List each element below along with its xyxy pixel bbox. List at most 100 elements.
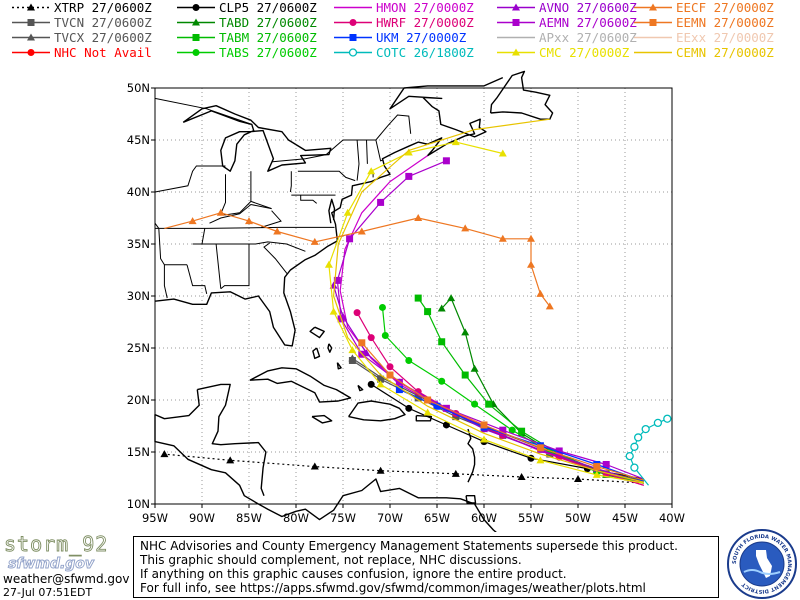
track-point bbox=[433, 402, 441, 410]
border-line bbox=[186, 264, 208, 295]
model-legend: XTRP 27/0600Z CLP5 27/0600Z HMON 27/0000Z A… bbox=[0, 0, 800, 60]
border-line bbox=[209, 203, 272, 224]
jamaica bbox=[311, 414, 333, 424]
track-point bbox=[438, 338, 446, 346]
border-line bbox=[250, 200, 272, 210]
legend-marker-icon bbox=[192, 18, 200, 26]
legend-label: TABD 27/0600Z bbox=[219, 15, 317, 30]
legend-entry: AEMN 27/0600Z bbox=[485, 15, 637, 30]
track-point bbox=[602, 460, 610, 468]
border-line bbox=[366, 139, 368, 164]
track-point bbox=[641, 424, 650, 434]
disclaimer-link[interactable]: For full info, see https://apps.sfwmd.go… bbox=[140, 581, 646, 595]
central-america bbox=[154, 389, 497, 532]
track-point bbox=[555, 447, 563, 455]
lon-tick-label: 45W bbox=[612, 511, 638, 525]
track-point bbox=[451, 138, 460, 146]
lat-tick-label: 45N bbox=[127, 133, 150, 147]
cuba bbox=[249, 367, 352, 403]
track-point bbox=[346, 235, 354, 243]
track-point bbox=[226, 456, 235, 464]
track-point bbox=[358, 339, 366, 347]
track-point bbox=[438, 377, 446, 385]
track-point bbox=[499, 426, 507, 434]
bahamas-5 bbox=[357, 384, 364, 392]
border-line bbox=[297, 170, 356, 182]
track-point bbox=[367, 380, 375, 388]
track-point bbox=[630, 463, 639, 472]
legend-entry: CEMN 27/0000Z bbox=[622, 45, 792, 60]
track-point bbox=[625, 452, 634, 461]
watermark-logo: sfwmd.gov bbox=[8, 556, 96, 572]
legend-swatch bbox=[334, 34, 372, 41]
border-line bbox=[201, 228, 206, 245]
border-line bbox=[261, 210, 282, 228]
legend-entry: UKM 27/0000Z bbox=[322, 30, 472, 45]
track-point bbox=[442, 157, 450, 165]
legend-entry: EECF 27/0000Z bbox=[622, 0, 792, 15]
track-point bbox=[593, 463, 601, 471]
legend-label: APxx 27/0600Z bbox=[539, 30, 637, 45]
legend-entry: NHC Not Avail bbox=[0, 45, 152, 60]
legend-marker-icon bbox=[512, 3, 520, 11]
border-line bbox=[220, 244, 250, 290]
north-america-coast bbox=[154, 76, 504, 347]
track-point bbox=[536, 444, 544, 452]
legend-marker-icon bbox=[27, 49, 35, 56]
legend-marker-icon bbox=[27, 3, 35, 11]
hispaniola bbox=[348, 400, 406, 422]
track-point bbox=[527, 260, 535, 268]
track-point bbox=[442, 421, 450, 429]
legend-swatch bbox=[497, 48, 535, 56]
track-cemn bbox=[333, 118, 644, 483]
track-eemn bbox=[358, 339, 644, 481]
track-cotc bbox=[625, 414, 672, 486]
legend-label: CEMN 27/0000Z bbox=[676, 45, 774, 60]
disclaimer-line: If anything on this graphic causes confu… bbox=[140, 567, 567, 581]
lon-tick-label: 85W bbox=[236, 511, 262, 525]
track-point bbox=[343, 208, 352, 216]
track-point bbox=[216, 208, 225, 216]
legend-label: TABM 27/0600Z bbox=[219, 30, 317, 45]
track-point bbox=[498, 234, 507, 242]
lat-tick-label: 25N bbox=[127, 341, 150, 355]
track-point bbox=[451, 469, 460, 477]
track-point bbox=[377, 198, 385, 206]
legend-entry: TVCX 27/0600Z bbox=[0, 30, 152, 45]
coastlines bbox=[154, 70, 554, 532]
lon-tick-label: 75W bbox=[330, 511, 356, 525]
track-point bbox=[376, 373, 385, 381]
track-point bbox=[437, 304, 446, 312]
legend-label: EExx 27/0000Z bbox=[676, 30, 774, 45]
track-point bbox=[424, 396, 432, 404]
track-line bbox=[333, 118, 644, 483]
track-avno bbox=[329, 281, 644, 484]
legend-marker-icon bbox=[512, 48, 520, 56]
legend-label: NHC Not Avail bbox=[54, 45, 152, 60]
legend-label: TVCN 27/0600Z bbox=[54, 15, 152, 30]
track-point bbox=[480, 435, 488, 443]
track-point bbox=[273, 227, 282, 235]
district-seal-icon: SOUTH FLORIDA WATER MANAGEMENT DISTRICT bbox=[727, 529, 797, 599]
border-line bbox=[154, 222, 168, 299]
legend-entry: APxx 27/0600Z bbox=[485, 30, 637, 45]
legend-marker-icon bbox=[192, 34, 200, 41]
legend-label: TABS 27/0600Z bbox=[219, 45, 317, 60]
bahamas-1 bbox=[309, 326, 325, 339]
border-line bbox=[215, 243, 222, 289]
newfoundland bbox=[489, 70, 554, 120]
track-point bbox=[395, 378, 403, 386]
legend-entry: CMC 27/0000Z bbox=[485, 45, 629, 60]
track-point bbox=[536, 289, 545, 297]
track-point bbox=[348, 346, 357, 354]
track-point bbox=[405, 356, 413, 364]
model-tracks bbox=[160, 118, 672, 486]
lat-tick-label: 20N bbox=[127, 393, 150, 407]
legend-swatch bbox=[177, 49, 215, 56]
legend-swatch bbox=[634, 51, 672, 54]
track-point bbox=[461, 224, 470, 232]
legend-swatch bbox=[497, 19, 535, 26]
border-line bbox=[375, 139, 384, 162]
border-line bbox=[154, 97, 252, 125]
legend-entry: TABD 27/0600Z bbox=[165, 15, 317, 30]
